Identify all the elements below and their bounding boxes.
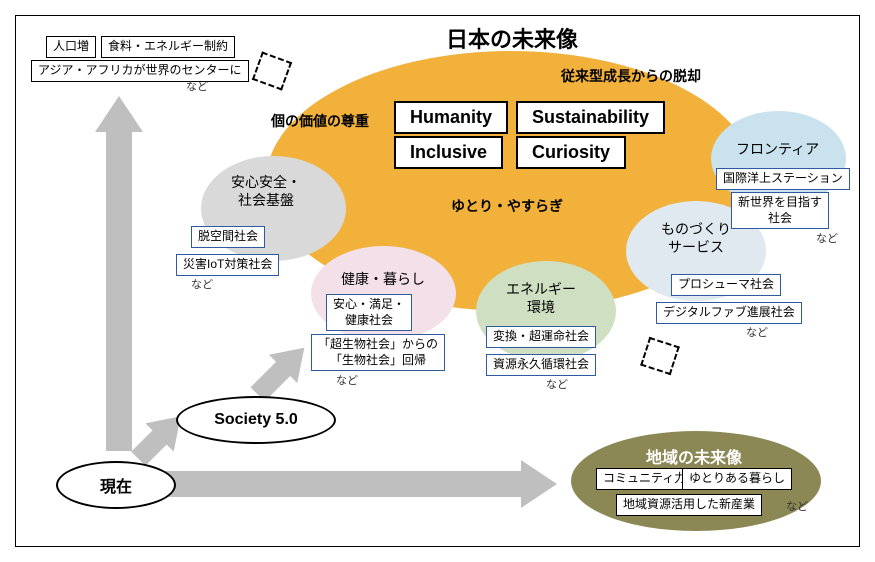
safety-item-0: 脱空間社会 [191, 226, 265, 248]
region-title: 地域の未来像 [646, 444, 742, 468]
region-box-b: ゆとりある暮らし [682, 468, 792, 490]
world-box-c: アジア・アフリカが世界のセンターに [31, 60, 249, 82]
safety-item-1: 災害IoT対策社会 [176, 254, 279, 276]
theme-mono-label: ものづくりサービス [661, 221, 731, 256]
arrow-right-head [521, 460, 557, 508]
present-label: 現在 [100, 473, 132, 497]
diagram-frame: 日本の未来像 従来型成長からの脱却 個の価値の尊重 ゆとり・やすらぎ Human… [15, 15, 860, 547]
theme-safety-label: 安心安全・社会基盤 [231, 174, 301, 209]
theme-health-label: 健康・暮らし [341, 271, 425, 289]
region-box-a: コミュニティ力 [596, 468, 693, 490]
present-node: 現在 [56, 461, 176, 509]
world-box-b: 食料・エネルギー制約 [101, 36, 235, 58]
theme-frontier-label: フロンティア [736, 141, 819, 159]
dashed-link-2 [640, 337, 680, 375]
value-box-sustainability: Sustainability [516, 101, 665, 134]
main-title: 日本の未来像 [446, 22, 578, 54]
frontier-etc: など [816, 230, 838, 246]
safety-etc: など [191, 276, 213, 292]
health-item-0: 安心・満足・健康社会 [326, 294, 412, 331]
energy-item-1: 資源永久循環社会 [486, 354, 596, 376]
dashed-link-1 [252, 51, 292, 90]
value-box-inclusive: Inclusive [394, 136, 503, 169]
theme-energy-label: エネルギー環境 [506, 281, 576, 316]
energy-etc: など [546, 376, 568, 392]
world-etc: など [186, 78, 208, 94]
mono-etc: など [746, 324, 768, 340]
arrow-up-shaft [106, 131, 132, 451]
health-etc: など [336, 372, 358, 388]
frontier-item-1: 新世界を目指す社会 [731, 192, 829, 229]
arrow-up-head [95, 96, 143, 132]
world-box-a: 人口増 [46, 36, 96, 58]
region-etc: など [786, 498, 808, 514]
mono-item-0: プロシューマ社会 [671, 274, 781, 296]
health-item-1: 「超生物社会」からの「生物社会」回帰 [311, 334, 445, 371]
value-topright: 従来型成長からの脱却 [561, 66, 701, 86]
arrow-right-shaft [161, 471, 521, 497]
value-box-humanity: Humanity [394, 101, 508, 134]
value-bottom: ゆとり・やすらぎ [451, 196, 563, 216]
society-node: Society 5.0 [176, 396, 336, 444]
value-box-curiosity: Curiosity [516, 136, 626, 169]
society-label: Society 5.0 [214, 411, 298, 429]
energy-item-0: 変換・超運命社会 [486, 326, 596, 348]
frontier-item-0: 国際洋上ステーション [716, 168, 850, 190]
region-box-c: 地域資源活用した新産業 [616, 494, 762, 516]
mono-item-1: デジタルファブ進展社会 [656, 302, 802, 324]
value-left: 個の価値の尊重 [271, 111, 369, 131]
